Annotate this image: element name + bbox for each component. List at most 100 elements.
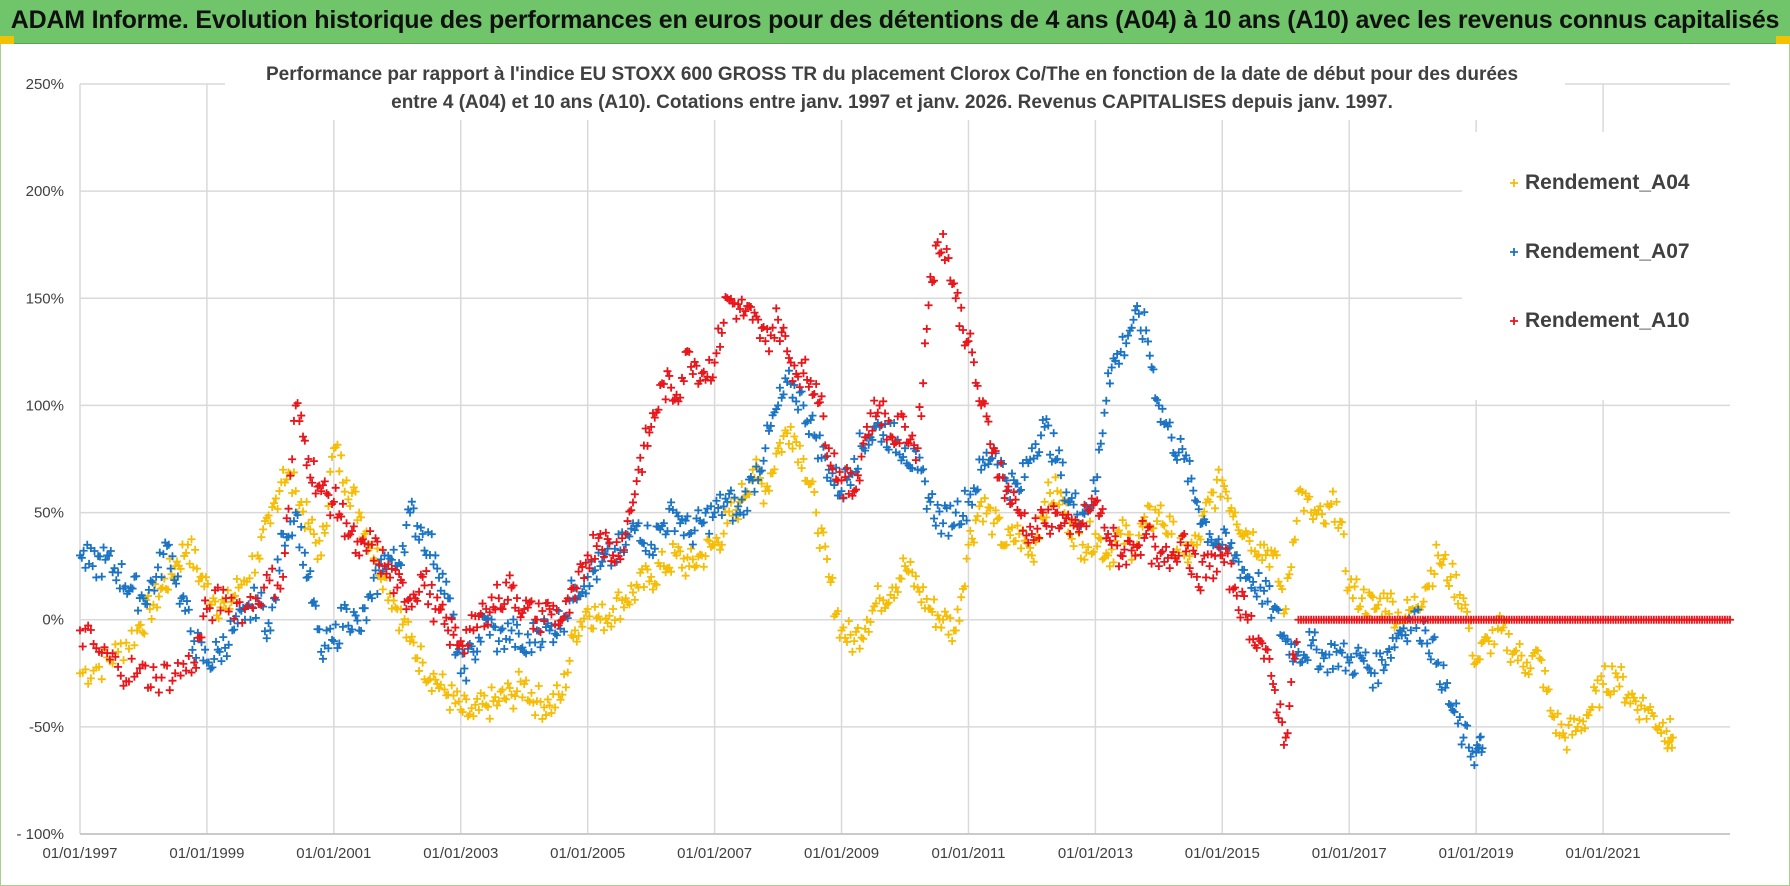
data-point (373, 589, 382, 598)
data-point (99, 543, 108, 552)
data-point (1192, 540, 1201, 549)
data-point (1243, 615, 1252, 624)
data-point (1267, 613, 1276, 622)
data-point (648, 551, 657, 560)
data-point (1475, 655, 1484, 664)
data-point (243, 602, 252, 611)
data-point (1095, 445, 1104, 454)
data-point (527, 688, 536, 697)
data-point (784, 439, 793, 448)
data-point (705, 529, 714, 538)
data-point (317, 487, 326, 496)
data-point (1169, 517, 1178, 526)
data-point (823, 555, 832, 564)
data-point (101, 555, 110, 564)
data-point (122, 638, 131, 647)
data-point (988, 530, 997, 539)
data-point (1559, 729, 1568, 738)
data-point (1098, 504, 1107, 513)
legend-marker (1510, 317, 1518, 325)
data-point (153, 563, 162, 572)
data-point (326, 624, 335, 633)
data-point (335, 639, 344, 648)
data-point (734, 502, 743, 511)
data-point (465, 710, 474, 719)
data-point (563, 668, 572, 677)
data-point (276, 584, 285, 593)
data-point (980, 494, 989, 503)
data-point (765, 347, 774, 356)
data-point (86, 626, 95, 635)
data-point (997, 458, 1006, 467)
data-point (819, 412, 828, 421)
data-point (1347, 653, 1356, 662)
y-tick-label: 0% (42, 612, 64, 629)
data-point (583, 572, 592, 581)
data-point (1444, 581, 1453, 590)
data-point (1519, 662, 1528, 671)
data-point (647, 422, 656, 431)
data-point (1122, 521, 1131, 530)
data-point (320, 477, 329, 486)
data-point (286, 471, 295, 480)
data-point (157, 573, 166, 582)
data-point (581, 558, 590, 567)
data-point (1591, 686, 1600, 695)
data-point (1468, 651, 1477, 660)
data-point (855, 644, 864, 653)
data-point (124, 644, 133, 653)
data-point (1668, 733, 1677, 742)
data-point (105, 551, 114, 560)
data-point (187, 668, 196, 677)
data-point (119, 656, 128, 665)
data-point (1049, 429, 1058, 438)
data-point (565, 656, 574, 665)
data-point (369, 556, 378, 565)
legend-item: Rendement_A10 (1510, 309, 1690, 332)
data-point (1597, 672, 1606, 681)
data-point (1153, 554, 1162, 563)
data-point (1646, 703, 1655, 712)
data-point (1111, 532, 1120, 541)
data-point (681, 516, 690, 525)
data-point (1272, 708, 1281, 717)
data-point (687, 362, 696, 371)
data-point (741, 307, 750, 316)
data-point (1024, 538, 1033, 547)
data-point (581, 589, 590, 598)
data-point (456, 637, 465, 646)
data-point (891, 583, 900, 592)
data-point (650, 544, 659, 553)
data-point (828, 465, 837, 474)
data-point (1658, 718, 1667, 727)
data-point (1459, 594, 1468, 603)
data-point (561, 683, 570, 692)
data-point (708, 513, 717, 522)
data-point (565, 608, 574, 617)
data-point (1252, 592, 1261, 601)
data-point (1261, 576, 1270, 585)
data-point (1298, 658, 1307, 667)
data-point (387, 564, 396, 573)
data-point (1533, 646, 1542, 655)
data-point (349, 483, 358, 492)
data-point (246, 615, 255, 624)
data-point (373, 537, 382, 546)
data-point (1281, 605, 1290, 613)
data-point (322, 521, 331, 530)
data-point (930, 595, 939, 604)
data-point (1403, 637, 1412, 646)
data-point (1084, 543, 1093, 552)
data-point (1405, 614, 1414, 623)
data-point (808, 411, 817, 420)
data-point (1093, 542, 1102, 551)
title-background (225, 56, 1565, 120)
data-point (971, 516, 980, 525)
data-point (1145, 351, 1154, 360)
data-point (775, 438, 784, 447)
data-point (498, 624, 507, 633)
data-point (1662, 727, 1671, 736)
header-banner: ADAM Informe. Evolution historique des p… (0, 0, 1790, 44)
data-point (1040, 497, 1049, 506)
data-point (1334, 523, 1343, 532)
